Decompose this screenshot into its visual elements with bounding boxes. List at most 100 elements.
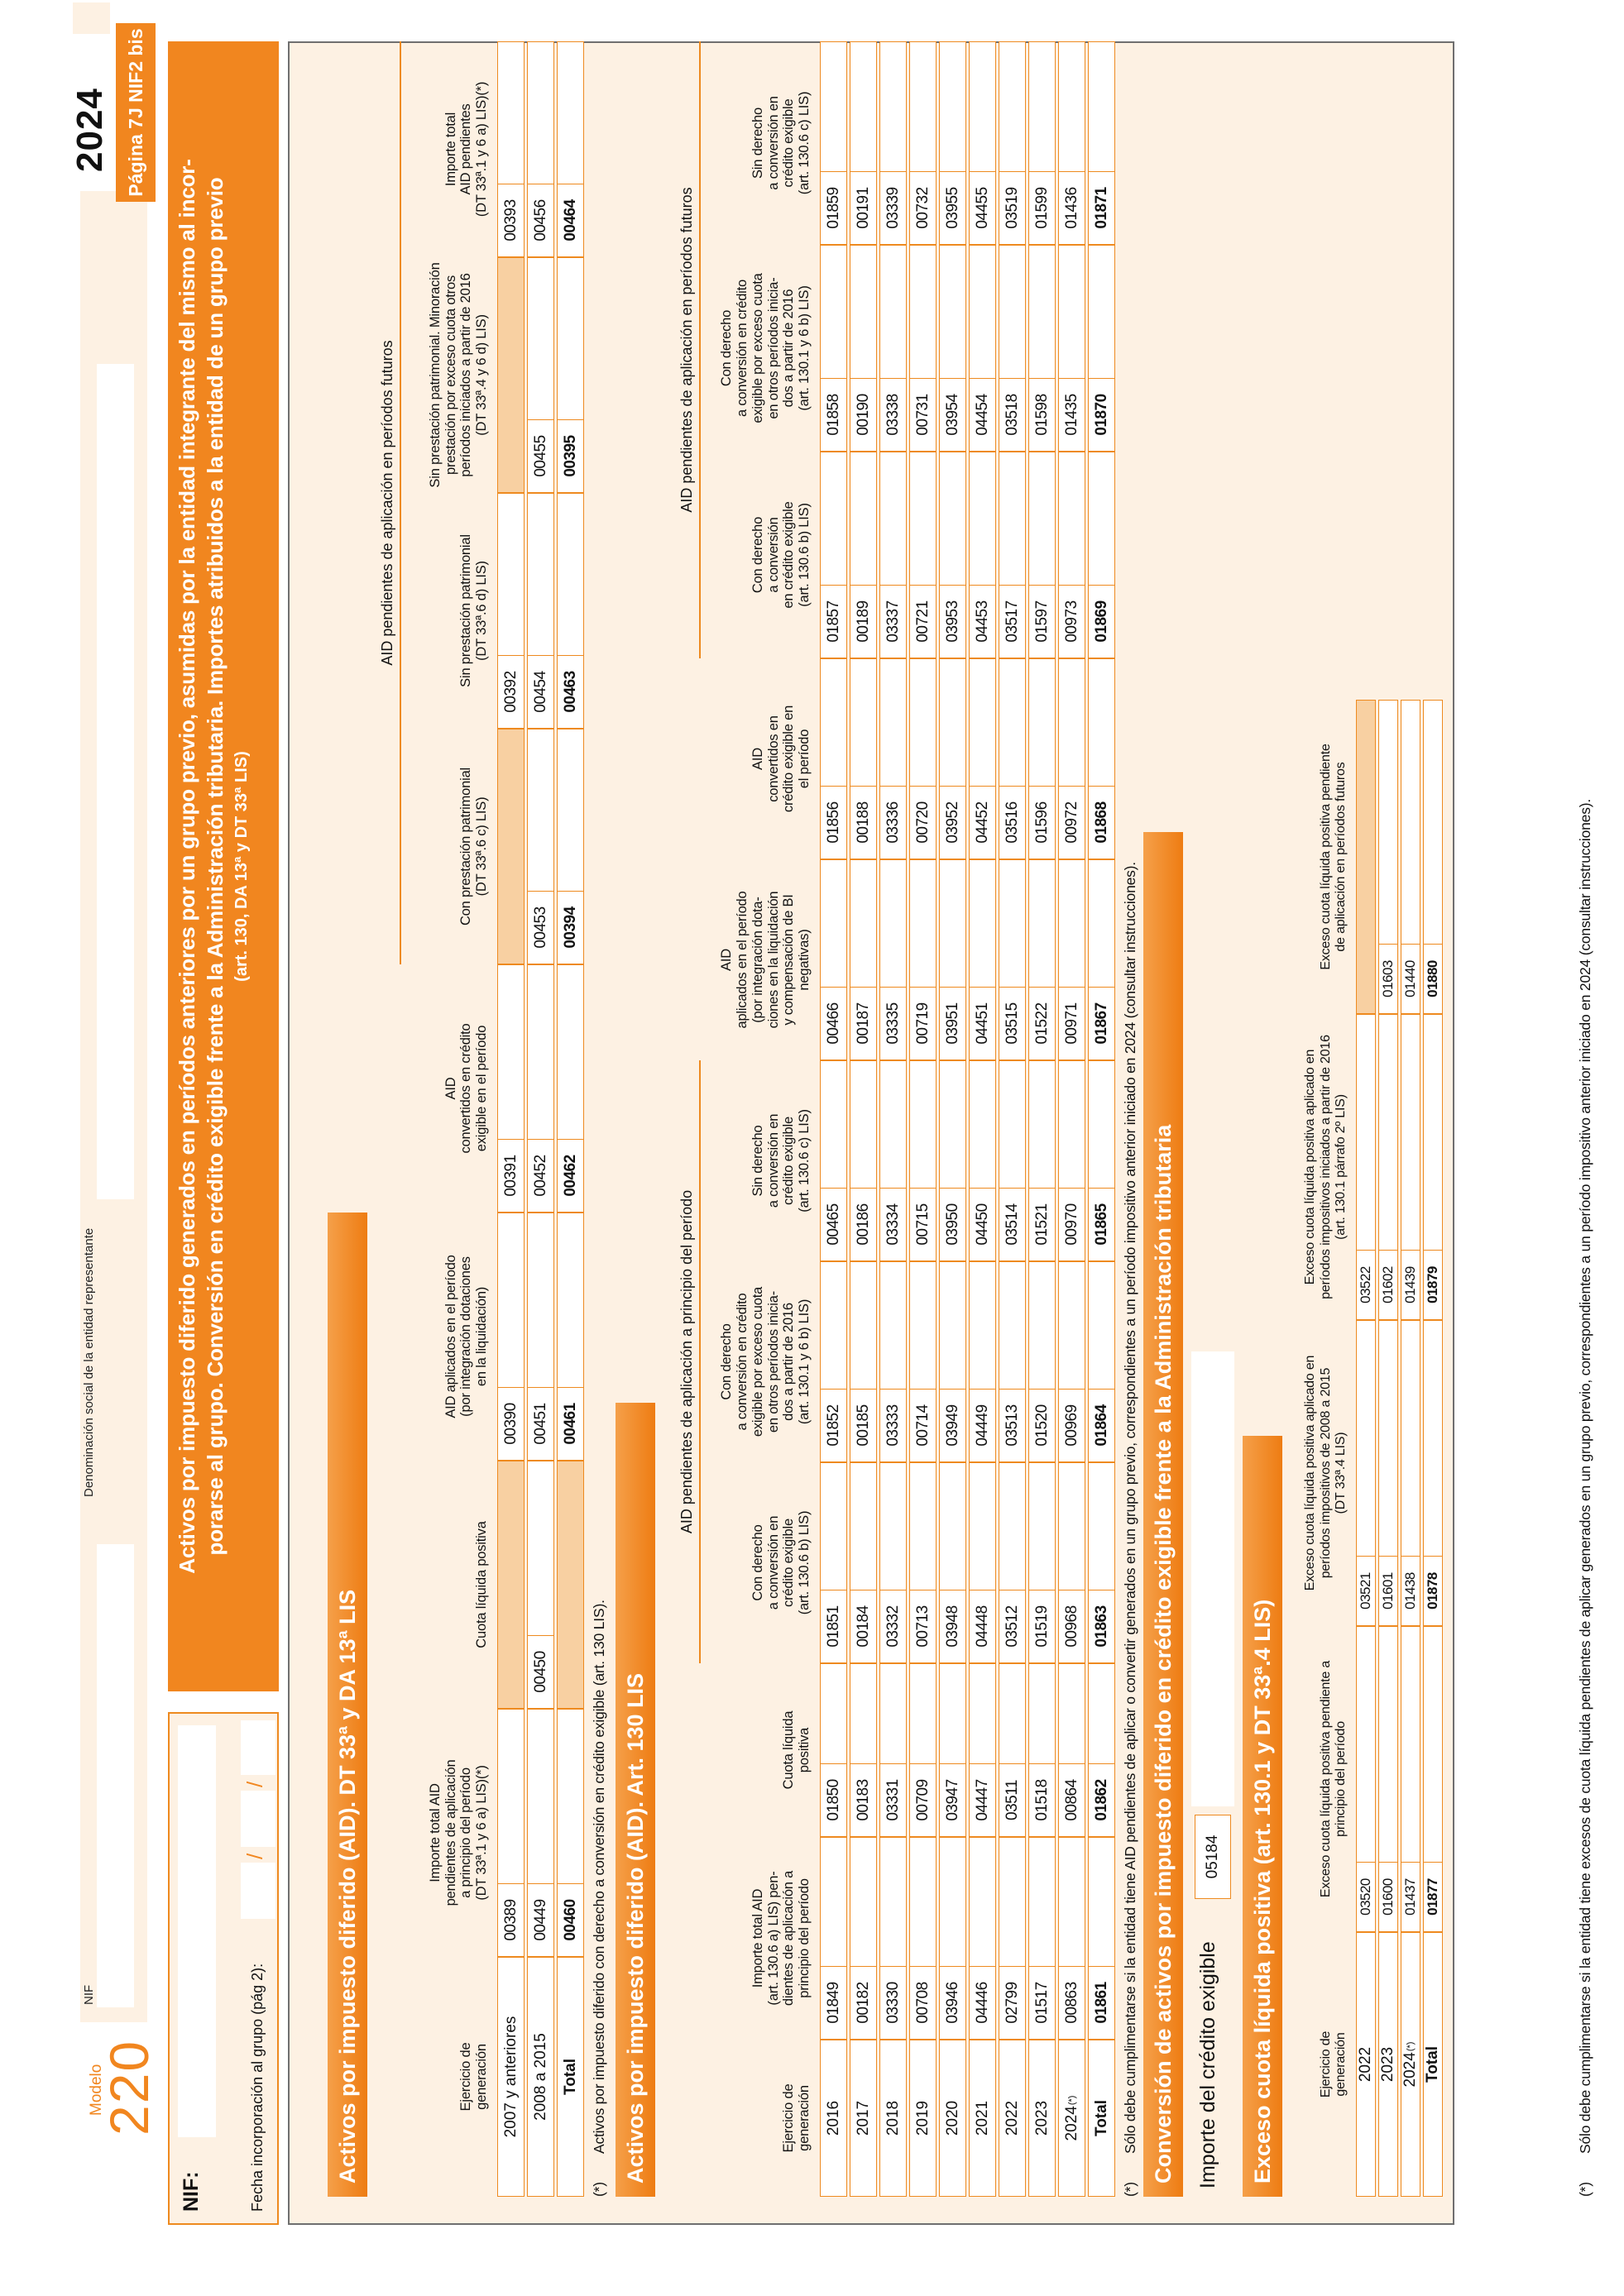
amount-input[interactable] (1059, 42, 1085, 171)
amount-input[interactable] (910, 1838, 936, 1966)
amount-cell-03337[interactable]: 03337 (879, 452, 907, 658)
amount-input[interactable] (528, 1213, 553, 1387)
amount-input[interactable] (1029, 42, 1055, 171)
amount-input[interactable] (821, 1838, 846, 1966)
amount-cell-00969[interactable]: 00969 (1058, 1261, 1085, 1462)
amount-input[interactable] (1089, 860, 1114, 987)
amount-input[interactable] (528, 494, 553, 655)
amount-cell-04451[interactable]: 04451 (969, 859, 996, 1060)
amount-cell-03947[interactable]: 03947 (939, 1663, 966, 1837)
amount-cell-00184[interactable]: 00184 (850, 1462, 877, 1663)
amount-input[interactable] (1401, 1015, 1420, 1250)
amount-input[interactable] (970, 1838, 995, 1966)
amount-cell-00395[interactable]: 00395 (557, 257, 584, 493)
amount-cell-03512[interactable]: 03512 (999, 1462, 1026, 1663)
amount-input[interactable] (970, 1463, 995, 1590)
amount-cell-00456[interactable]: 00456 (527, 41, 554, 257)
amount-cell-04446[interactable]: 04446 (969, 1837, 996, 2040)
amount-cell-00709[interactable]: 00709 (909, 1663, 937, 1837)
amount-cell-00452[interactable]: 00452 (527, 964, 554, 1213)
amount-cell-01877[interactable]: 01877 (1423, 1626, 1443, 1932)
amount-input[interactable] (498, 1710, 524, 1883)
amount-cell-03952[interactable]: 03952 (939, 658, 966, 859)
amount-input[interactable] (498, 965, 524, 1139)
amount-cell-03514[interactable]: 03514 (999, 1060, 1026, 1261)
amount-cell-01600[interactable]: 01600 (1378, 1626, 1398, 1932)
amount-input[interactable] (880, 659, 906, 786)
amount-cell-03521[interactable]: 03521 (1356, 1320, 1376, 1626)
amount-input[interactable] (999, 42, 1025, 171)
amount-input[interactable] (1029, 659, 1055, 786)
amount-cell-01439[interactable]: 01439 (1401, 1014, 1420, 1320)
amount-input[interactable] (1029, 1463, 1055, 1590)
amount-cell-00464[interactable]: 00464 (557, 41, 584, 257)
amount-input[interactable] (1401, 701, 1420, 944)
amount-input[interactable] (1059, 246, 1085, 378)
fecha-day-input[interactable] (241, 1863, 275, 1919)
amount-input[interactable] (970, 1664, 995, 1763)
amount-cell-00393[interactable]: 00393 (497, 41, 525, 257)
amount-input[interactable] (498, 1213, 524, 1387)
amount-cell-01440[interactable]: 01440 (1401, 700, 1420, 1014)
amount-cell-01435[interactable]: 01435 (1058, 245, 1085, 452)
amount-input[interactable] (970, 860, 995, 987)
amount-input[interactable] (910, 452, 936, 585)
amount-cell-01520[interactable]: 01520 (1028, 1261, 1056, 1462)
amount-input[interactable] (880, 1262, 906, 1389)
amount-cell-00970[interactable]: 00970 (1058, 1060, 1085, 1261)
amount-cell-03331[interactable]: 03331 (879, 1663, 907, 1837)
amount-cell-00187[interactable]: 00187 (850, 859, 877, 1060)
amount-input[interactable] (498, 494, 524, 655)
amount-cell-00453[interactable]: 00453 (527, 729, 554, 964)
amount-input[interactable] (850, 659, 876, 786)
amount-input[interactable] (940, 860, 965, 987)
amount-cell-01857[interactable]: 01857 (820, 452, 847, 658)
amount-cell-03950[interactable]: 03950 (939, 1060, 966, 1261)
amount-cell-04448[interactable]: 04448 (969, 1462, 996, 1663)
amount-cell-01859[interactable]: 01859 (820, 41, 847, 245)
amount-cell-00972[interactable]: 00972 (1058, 658, 1085, 859)
amount-input[interactable] (970, 452, 995, 585)
importe-credito-input[interactable] (1191, 1351, 1234, 1806)
amount-input[interactable] (528, 1461, 553, 1635)
amount-input[interactable] (970, 659, 995, 786)
amount-cell-03948[interactable]: 03948 (939, 1462, 966, 1663)
amount-cell-01878[interactable]: 01878 (1423, 1320, 1443, 1626)
amount-input[interactable] (940, 1463, 965, 1590)
amount-cell-00719[interactable]: 00719 (909, 859, 937, 1060)
amount-input[interactable] (558, 494, 583, 655)
amount-cell-03338[interactable]: 03338 (879, 245, 907, 452)
amount-input[interactable] (1029, 246, 1055, 378)
amount-cell-01856[interactable]: 01856 (820, 658, 847, 859)
amount-cell-01436[interactable]: 01436 (1058, 41, 1085, 245)
amount-cell-03334[interactable]: 03334 (879, 1060, 907, 1261)
amount-input[interactable] (880, 860, 906, 987)
amount-cell-01519[interactable]: 01519 (1028, 1462, 1056, 1663)
amount-cell-01437[interactable]: 01437 (1401, 1626, 1420, 1932)
amount-cell-00394[interactable]: 00394 (557, 729, 584, 964)
amount-cell-00389[interactable]: 00389 (497, 1709, 525, 1957)
fecha-year-input[interactable] (241, 1720, 275, 1775)
amount-input[interactable] (821, 1664, 846, 1763)
amount-input[interactable] (999, 1061, 1025, 1188)
amount-input[interactable] (1029, 1838, 1055, 1966)
amount-input[interactable] (970, 1061, 995, 1188)
amount-cell-01522[interactable]: 01522 (1028, 859, 1056, 1060)
amount-input[interactable] (850, 246, 876, 378)
amount-cell-01867[interactable]: 01867 (1088, 859, 1115, 1060)
amount-input[interactable] (1089, 42, 1114, 171)
amount-cell-00391[interactable]: 00391 (497, 964, 525, 1213)
amount-cell-01863[interactable]: 01863 (1088, 1462, 1115, 1663)
amount-input[interactable] (528, 42, 553, 184)
amount-input[interactable] (910, 659, 936, 786)
amount-input[interactable] (1029, 1262, 1055, 1389)
amount-cell-00449[interactable]: 00449 (527, 1709, 554, 1957)
amount-input[interactable] (1029, 1061, 1055, 1188)
amount-input[interactable] (880, 1061, 906, 1188)
amount-input[interactable] (1029, 452, 1055, 585)
amount-input[interactable] (1357, 1321, 1375, 1556)
amount-cell-00714[interactable]: 00714 (909, 1261, 937, 1462)
amount-input[interactable] (850, 1463, 876, 1590)
amount-input[interactable] (850, 452, 876, 585)
amount-input[interactable] (940, 1664, 965, 1763)
